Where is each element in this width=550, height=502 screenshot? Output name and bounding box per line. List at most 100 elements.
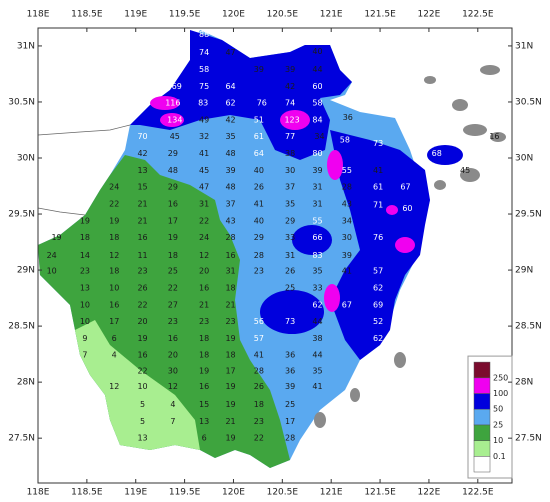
y-tick-label: 28.5N xyxy=(8,322,35,332)
x-tick-label: 122E xyxy=(417,488,440,498)
station-value: 61 xyxy=(254,132,264,141)
y-tick-label: 29.5N xyxy=(8,210,35,220)
station-value: 6 xyxy=(202,434,207,443)
station-value: 41 xyxy=(254,351,264,360)
y-tick-label: 29.5N xyxy=(515,210,542,220)
station-value: 76 xyxy=(373,233,383,242)
x-tick-label: 119E xyxy=(124,10,147,20)
station-value: 44 xyxy=(312,65,322,74)
map-frame xyxy=(37,27,513,484)
station-value: 26 xyxy=(285,267,295,276)
station-value: 18 xyxy=(254,400,264,409)
x-tick-label: 118.5E xyxy=(71,488,103,498)
station-value: 21 xyxy=(225,300,235,309)
station-value: 25 xyxy=(285,400,295,409)
station-value: 44 xyxy=(312,351,322,360)
station-value: 35 xyxy=(225,132,235,141)
station-value: 21 xyxy=(225,417,235,426)
station-value: 24 xyxy=(47,251,57,260)
station-value: 10 xyxy=(109,284,119,293)
station-value: 75 xyxy=(199,82,209,91)
station-value: 47 xyxy=(225,48,235,57)
station-value: 30 xyxy=(285,166,295,175)
station-value: 80 xyxy=(312,149,322,158)
station-value: 45 xyxy=(460,166,470,175)
station-value: 60 xyxy=(312,82,322,91)
station-value: 16 xyxy=(168,199,178,208)
x-tick-label: 121.5E xyxy=(364,10,396,20)
station-value: 25 xyxy=(285,284,295,293)
heavy-area xyxy=(427,145,463,165)
station-value: 7 xyxy=(82,351,87,360)
legend-swatch xyxy=(473,440,491,457)
station-value: 19 xyxy=(137,334,147,343)
station-value: 13 xyxy=(80,284,90,293)
station-value: 23 xyxy=(168,317,178,326)
station-value: 4 xyxy=(112,351,117,360)
station-value: 23 xyxy=(254,267,264,276)
y-tick-label: 30N xyxy=(515,154,533,164)
station-value: 73 xyxy=(373,139,383,148)
x-tick-label: 119.5E xyxy=(169,488,201,498)
x-tick-label: 118E xyxy=(27,10,50,20)
station-value: 26 xyxy=(137,284,147,293)
station-value: 57 xyxy=(254,334,264,343)
legend-label: 25 xyxy=(493,420,503,429)
x-tick-label: 120.5E xyxy=(267,488,299,498)
station-value: 10 xyxy=(80,300,90,309)
station-value: 42 xyxy=(137,149,147,158)
station-value: 51 xyxy=(254,115,264,124)
station-value: 49 xyxy=(199,115,209,124)
station-value: 62 xyxy=(225,99,235,108)
station-value: 88 xyxy=(199,30,209,39)
station-value: 21 xyxy=(137,216,147,225)
extreme-area xyxy=(386,205,398,215)
station-value: 34 xyxy=(314,132,324,141)
station-value: 20 xyxy=(199,267,209,276)
y-tick-label: 28N xyxy=(17,378,35,388)
station-value: 55 xyxy=(342,166,352,175)
station-value: 67 xyxy=(342,300,352,309)
station-value: 39 xyxy=(285,382,295,391)
station-value: 68 xyxy=(432,149,442,158)
station-value: 57 xyxy=(373,267,383,276)
station-value: 19 xyxy=(225,434,235,443)
station-value: 43 xyxy=(225,216,235,225)
station-value: 39 xyxy=(225,166,235,175)
station-value: 28 xyxy=(225,233,235,242)
station-value: 35 xyxy=(312,366,322,375)
station-value: 26 xyxy=(254,382,264,391)
heavy-area xyxy=(292,225,332,255)
station-value: 19 xyxy=(225,334,235,343)
y-tick-label: 30.5N xyxy=(515,97,542,107)
island xyxy=(460,168,480,182)
island xyxy=(480,65,500,75)
station-value: 74 xyxy=(285,99,295,108)
station-value: 16 xyxy=(109,300,119,309)
station-value: 60 xyxy=(402,204,412,213)
legend-swatch xyxy=(473,456,491,473)
island xyxy=(463,124,487,136)
station-value: 22 xyxy=(199,216,209,225)
legend: 0.1 10 25 50 100 250 xyxy=(467,355,513,479)
station-value: 58 xyxy=(199,65,209,74)
station-value: 35 xyxy=(312,267,322,276)
station-value: 15 xyxy=(137,183,147,192)
station-value: 31 xyxy=(312,183,322,192)
legend-swatch xyxy=(473,377,491,394)
station-value: 34 xyxy=(342,216,352,225)
station-value: 26 xyxy=(254,183,264,192)
x-tick-label: 122.5E xyxy=(462,488,494,498)
station-value: 74 xyxy=(199,48,209,57)
x-tick-label: 120.5E xyxy=(267,10,299,20)
station-value: 48 xyxy=(225,149,235,158)
station-value: 9 xyxy=(82,334,87,343)
station-value: 28 xyxy=(254,251,264,260)
station-value: 29 xyxy=(168,149,178,158)
y-tick-label: 27.5N xyxy=(8,434,35,444)
island xyxy=(434,180,446,190)
station-value: 25 xyxy=(168,267,178,276)
station-value: 31 xyxy=(285,251,295,260)
extreme-area xyxy=(395,237,415,253)
